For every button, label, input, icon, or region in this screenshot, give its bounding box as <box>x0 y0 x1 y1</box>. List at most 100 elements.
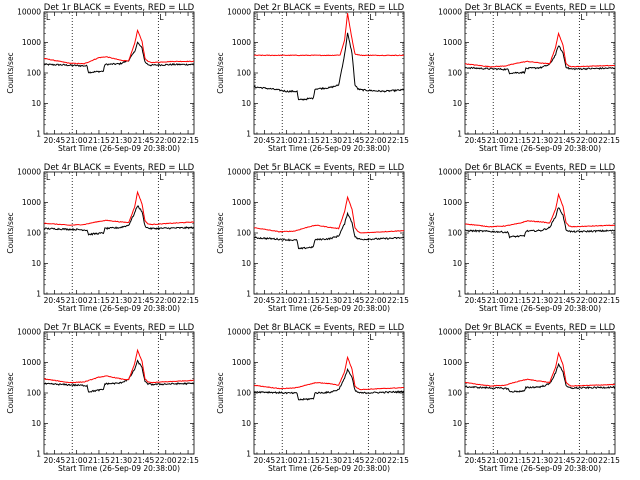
x-tick-label: 21:30 <box>531 456 553 465</box>
x-tick-label: 22:15 <box>177 456 199 465</box>
legend-mark: L <box>46 333 51 342</box>
y-tick-label: 1 <box>457 290 462 299</box>
x-tick-label: 21:45 <box>343 296 365 305</box>
chart-panel: Det 1r BLACK = Events, RED = LLD 1 10 100 10… <box>6 3 199 153</box>
x-tick-label: 20:45 <box>44 456 66 465</box>
x-tick-label: 21:15 <box>509 456 531 465</box>
events-series-line <box>465 207 615 239</box>
y-tick-label: 10000 <box>227 8 251 17</box>
y-axis-label: Counts/sec <box>427 372 436 413</box>
x-tick-label: 21:45 <box>133 136 155 145</box>
x-tick-label: 22:00 <box>576 136 598 145</box>
y-tick-label: 1000 <box>22 198 41 207</box>
x-tick-label: 21:00 <box>487 456 509 465</box>
legend-mark: L <box>580 13 585 22</box>
x-tick-label: 22:00 <box>576 296 598 305</box>
y-tick-label: 10 <box>31 99 41 108</box>
y-tick-label: 10000 <box>438 328 462 337</box>
lld-series-line <box>254 195 404 234</box>
x-tick-label: 21:15 <box>509 136 531 145</box>
x-tick-label: 22:00 <box>155 456 177 465</box>
x-tick-label: 22:15 <box>598 456 620 465</box>
chart-title: Det 5r BLACK = Events, RED = LLD <box>254 163 405 173</box>
y-tick-label: 100 <box>27 229 42 238</box>
x-tick-label: 22:00 <box>155 296 177 305</box>
y-tick-label: 1 <box>246 290 251 299</box>
y-tick-label: 100 <box>27 389 42 398</box>
chart-title: Det 9r BLACK = Events, RED = LLD <box>465 323 616 333</box>
x-tick-label: 21:45 <box>343 456 365 465</box>
y-tick-label: 10000 <box>227 168 251 177</box>
x-tick-label: 21:00 <box>66 136 88 145</box>
x-tick-label: 21:15 <box>88 136 110 145</box>
y-tick-label: 1000 <box>232 198 251 207</box>
y-tick-label: 1000 <box>443 358 462 367</box>
x-tick-label: 22:00 <box>365 296 387 305</box>
y-tick-label: 10000 <box>17 328 41 337</box>
y-axis-label: Counts/sec <box>216 52 225 93</box>
x-tick-label: 22:15 <box>387 136 409 145</box>
x-axis-label: Start Time (26-Sep-09 20:38:00) <box>268 464 390 473</box>
events-series-line <box>254 32 404 101</box>
y-tick-label: 10 <box>452 99 462 108</box>
lld-series-line <box>254 355 404 391</box>
lld-series-line <box>465 351 615 387</box>
x-tick-label: 21:30 <box>531 296 553 305</box>
x-tick-label: 22:15 <box>387 296 409 305</box>
x-tick-label: 20:45 <box>465 296 487 305</box>
chart-title: Det 2r BLACK = Events, RED = LLD <box>254 3 405 13</box>
chart-panel: Det 3r BLACK = Events, RED = LLD 1 10 100 10… <box>427 3 620 153</box>
x-tick-label: 22:00 <box>365 136 387 145</box>
legend-mark: L <box>580 173 585 182</box>
legend-mark: L <box>369 13 374 22</box>
legend-mark: L <box>159 333 164 342</box>
y-tick-label: 1 <box>457 130 462 139</box>
legend-mark: L <box>159 13 164 22</box>
y-tick-label: 100 <box>237 389 252 398</box>
x-axis-label: Start Time (26-Sep-09 20:38:00) <box>58 144 180 153</box>
x-tick-label: 21:45 <box>133 456 155 465</box>
y-tick-label: 1 <box>246 130 251 139</box>
x-tick-label: 21:30 <box>320 296 342 305</box>
y-axis-label: Counts/sec <box>427 212 436 253</box>
x-axis-label: Start Time (26-Sep-09 20:38:00) <box>58 464 180 473</box>
x-tick-label: 22:15 <box>177 136 199 145</box>
x-tick-label: 21:00 <box>276 296 298 305</box>
legend-mark: L <box>467 13 472 22</box>
y-tick-label: 1 <box>36 130 41 139</box>
x-tick-label: 21:15 <box>298 296 320 305</box>
plot-frame <box>464 331 616 455</box>
y-tick-label: 10 <box>241 259 251 268</box>
x-tick-label: 21:15 <box>88 296 110 305</box>
x-tick-label: 20:45 <box>254 296 276 305</box>
legend-mark: L <box>46 173 51 182</box>
chart-title: Det 3r BLACK = Events, RED = LLD <box>465 3 616 13</box>
lld-series-line <box>44 348 194 384</box>
x-tick-label: 20:45 <box>465 136 487 145</box>
x-tick-label: 21:30 <box>110 456 132 465</box>
y-tick-label: 1 <box>457 450 462 459</box>
chart-panel: Det 7r BLACK = Events, RED = LLD 1 10 100 10… <box>6 323 199 473</box>
y-tick-label: 10 <box>241 99 251 108</box>
y-tick-label: 100 <box>448 69 463 78</box>
y-tick-label: 1 <box>36 450 41 459</box>
x-tick-label: 22:00 <box>155 136 177 145</box>
y-tick-label: 1000 <box>232 358 251 367</box>
y-tick-label: 10000 <box>17 168 41 177</box>
legend-mark: L <box>159 173 164 182</box>
x-tick-label: 21:45 <box>554 136 576 145</box>
legend-mark: L <box>256 13 261 22</box>
x-tick-label: 21:15 <box>88 456 110 465</box>
chart-title: Det 7r BLACK = Events, RED = LLD <box>44 323 195 333</box>
x-tick-label: 21:45 <box>554 296 576 305</box>
plot-frame <box>43 171 195 295</box>
x-tick-label: 21:30 <box>320 136 342 145</box>
y-axis-label: Counts/sec <box>6 52 15 93</box>
x-tick-label: 22:15 <box>598 136 620 145</box>
lld-series-line <box>44 28 194 65</box>
x-tick-label: 21:00 <box>487 296 509 305</box>
x-axis-label: Start Time (26-Sep-09 20:38:00) <box>268 144 390 153</box>
y-tick-label: 1000 <box>22 358 41 367</box>
y-tick-label: 10 <box>31 419 41 428</box>
events-series-line <box>44 359 194 393</box>
